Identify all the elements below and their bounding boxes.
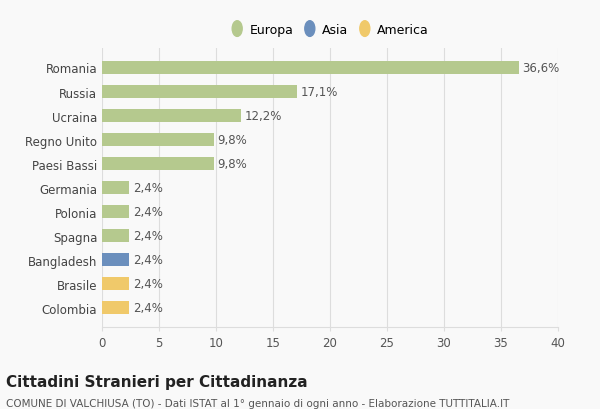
Text: 2,4%: 2,4% bbox=[133, 182, 163, 195]
Bar bbox=[102, 277, 130, 290]
Text: 2,4%: 2,4% bbox=[133, 254, 163, 267]
Text: 2,4%: 2,4% bbox=[133, 278, 163, 290]
Bar bbox=[102, 205, 130, 219]
Bar bbox=[102, 229, 130, 243]
Bar bbox=[102, 157, 214, 171]
Text: 9,8%: 9,8% bbox=[217, 134, 247, 147]
Text: 2,4%: 2,4% bbox=[133, 206, 163, 218]
Text: 12,2%: 12,2% bbox=[245, 110, 282, 123]
Text: 2,4%: 2,4% bbox=[133, 229, 163, 243]
Bar bbox=[102, 254, 130, 267]
Text: 17,1%: 17,1% bbox=[301, 86, 338, 99]
Text: 9,8%: 9,8% bbox=[217, 158, 247, 171]
Bar bbox=[102, 86, 297, 99]
Text: Cittadini Stranieri per Cittadinanza: Cittadini Stranieri per Cittadinanza bbox=[6, 374, 308, 389]
Bar bbox=[102, 182, 130, 195]
Bar bbox=[102, 134, 214, 147]
Bar bbox=[102, 301, 130, 315]
Text: COMUNE DI VALCHIUSA (TO) - Dati ISTAT al 1° gennaio di ogni anno - Elaborazione : COMUNE DI VALCHIUSA (TO) - Dati ISTAT al… bbox=[6, 398, 509, 407]
Text: 2,4%: 2,4% bbox=[133, 301, 163, 315]
Legend: Europa, Asia, America: Europa, Asia, America bbox=[229, 22, 431, 40]
Bar bbox=[102, 62, 519, 75]
Text: 36,6%: 36,6% bbox=[523, 62, 560, 75]
Bar bbox=[102, 110, 241, 123]
